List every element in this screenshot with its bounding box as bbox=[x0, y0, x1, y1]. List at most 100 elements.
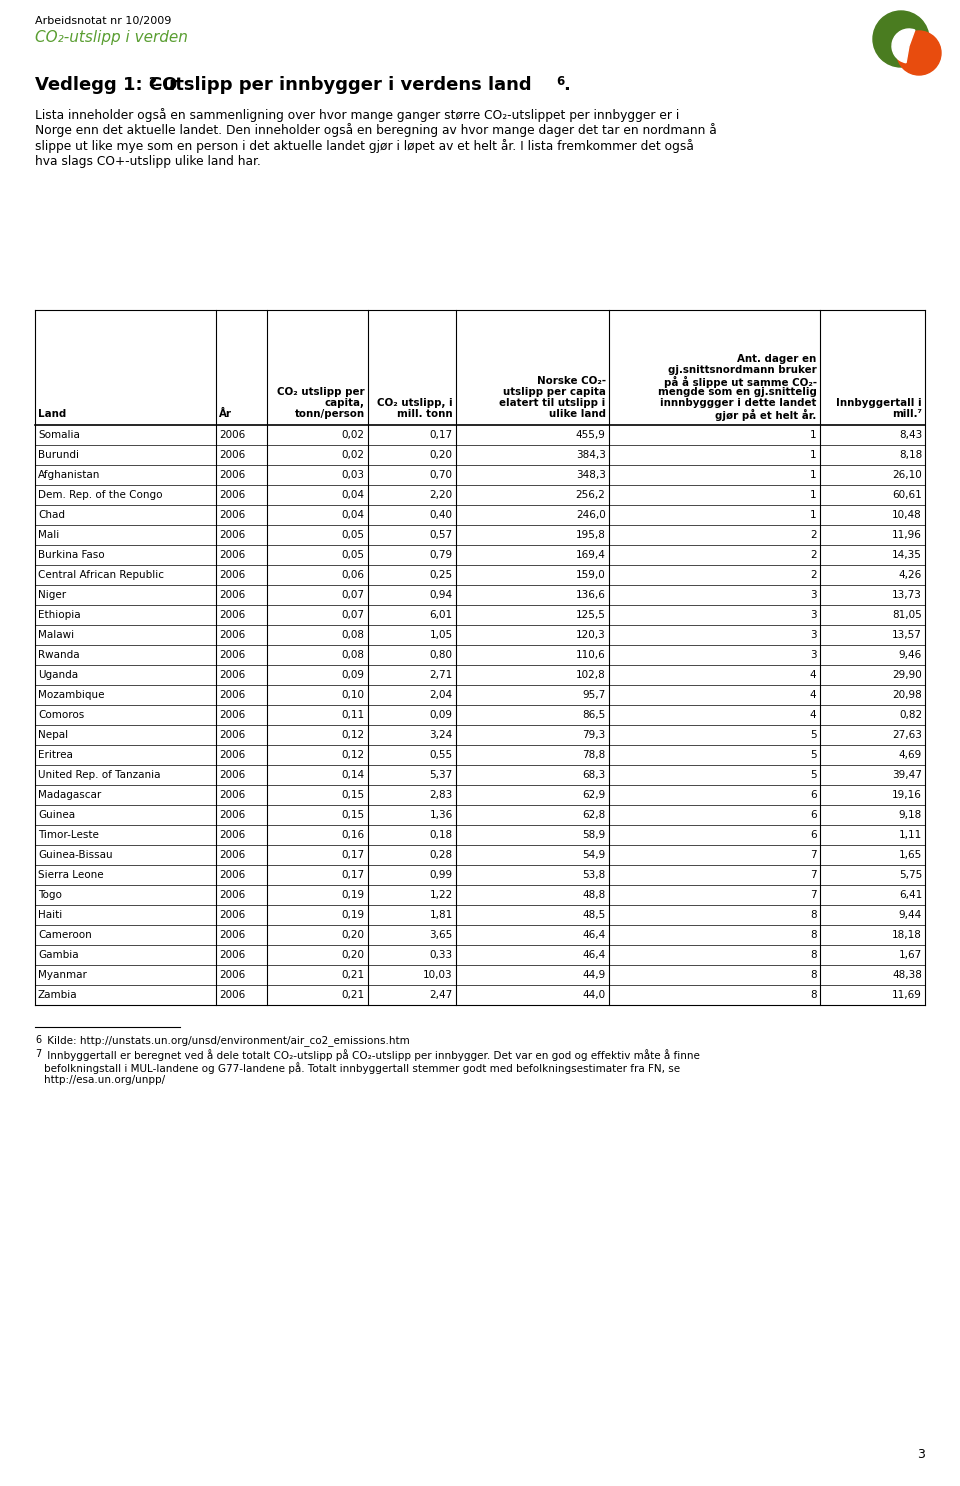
Text: 125,5: 125,5 bbox=[576, 609, 606, 620]
Text: Guinea-Bissau: Guinea-Bissau bbox=[38, 850, 112, 860]
Text: 246,0: 246,0 bbox=[576, 510, 606, 520]
Text: Guinea: Guinea bbox=[38, 810, 75, 820]
Text: 48,38: 48,38 bbox=[892, 970, 922, 979]
Text: 0,09: 0,09 bbox=[342, 670, 365, 681]
Text: hva slags CO+-utslipp ulike land har.: hva slags CO+-utslipp ulike land har. bbox=[35, 155, 261, 168]
Wedge shape bbox=[892, 30, 915, 62]
Text: 4: 4 bbox=[810, 690, 817, 700]
Text: 81,05: 81,05 bbox=[892, 609, 922, 620]
Text: http://esa.un.org/unpp/: http://esa.un.org/unpp/ bbox=[44, 1074, 165, 1085]
Text: 10,48: 10,48 bbox=[892, 510, 922, 520]
Text: 11,96: 11,96 bbox=[892, 531, 922, 539]
Text: 3,65: 3,65 bbox=[429, 930, 453, 941]
Text: 2006: 2006 bbox=[219, 429, 245, 440]
Text: 1,36: 1,36 bbox=[429, 810, 453, 820]
Text: Comoros: Comoros bbox=[38, 710, 84, 721]
Text: 4: 4 bbox=[810, 710, 817, 721]
Text: 4,69: 4,69 bbox=[899, 750, 922, 759]
Text: 0,11: 0,11 bbox=[342, 710, 365, 721]
Text: 384,3: 384,3 bbox=[576, 450, 606, 461]
Text: 10,03: 10,03 bbox=[423, 970, 453, 979]
Text: 3: 3 bbox=[810, 609, 817, 620]
Text: Ethiopia: Ethiopia bbox=[38, 609, 81, 620]
Text: 0,21: 0,21 bbox=[342, 990, 365, 1000]
Text: Kilde: http://unstats.un.org/unsd/environment/air_co2_emissions.htm: Kilde: http://unstats.un.org/unsd/enviro… bbox=[44, 1036, 410, 1046]
Text: 1,22: 1,22 bbox=[429, 890, 453, 901]
Text: Nepal: Nepal bbox=[38, 730, 68, 740]
Text: 2006: 2006 bbox=[219, 670, 245, 681]
Text: gj.snittsnordmann bruker: gj.snittsnordmann bruker bbox=[668, 366, 817, 374]
Text: 9,46: 9,46 bbox=[899, 649, 922, 660]
Text: 0,80: 0,80 bbox=[430, 649, 453, 660]
Text: 1,11: 1,11 bbox=[899, 831, 922, 840]
Text: 455,9: 455,9 bbox=[576, 429, 606, 440]
Text: 0,25: 0,25 bbox=[430, 571, 453, 580]
Text: 2006: 2006 bbox=[219, 770, 245, 780]
Text: 0,07: 0,07 bbox=[342, 609, 365, 620]
Text: 0,02: 0,02 bbox=[342, 450, 365, 461]
Text: 0,12: 0,12 bbox=[342, 750, 365, 759]
Text: .: . bbox=[563, 76, 570, 94]
Text: 0,17: 0,17 bbox=[342, 850, 365, 860]
Text: 4,26: 4,26 bbox=[899, 571, 922, 580]
Text: ulike land: ulike land bbox=[548, 409, 606, 419]
Text: 7: 7 bbox=[810, 869, 817, 880]
Text: mengde som en gj.snittelig: mengde som en gj.snittelig bbox=[658, 386, 817, 397]
Text: 0,20: 0,20 bbox=[342, 930, 365, 941]
Text: Innbyggertall i: Innbyggertall i bbox=[836, 398, 922, 409]
Text: 2006: 2006 bbox=[219, 750, 245, 759]
Text: 6: 6 bbox=[35, 1036, 41, 1045]
Text: 48,5: 48,5 bbox=[583, 909, 606, 920]
Text: 2006: 2006 bbox=[219, 970, 245, 979]
Text: 6,01: 6,01 bbox=[430, 609, 453, 620]
Text: 8,18: 8,18 bbox=[899, 450, 922, 461]
Text: Sierra Leone: Sierra Leone bbox=[38, 869, 104, 880]
Text: 2006: 2006 bbox=[219, 490, 245, 499]
Text: elatert til utslipp i: elatert til utslipp i bbox=[499, 398, 606, 409]
Text: 120,3: 120,3 bbox=[576, 630, 606, 640]
Text: Timor-Leste: Timor-Leste bbox=[38, 831, 99, 840]
Text: 5,75: 5,75 bbox=[899, 869, 922, 880]
Text: 5: 5 bbox=[810, 750, 817, 759]
Text: 1,81: 1,81 bbox=[429, 909, 453, 920]
Text: 78,8: 78,8 bbox=[583, 750, 606, 759]
Text: 13,57: 13,57 bbox=[892, 630, 922, 640]
Text: 79,3: 79,3 bbox=[583, 730, 606, 740]
Text: Zambia: Zambia bbox=[38, 990, 78, 1000]
Text: 2,47: 2,47 bbox=[429, 990, 453, 1000]
Text: Vedlegg 1: CO: Vedlegg 1: CO bbox=[35, 76, 178, 94]
Text: Malawi: Malawi bbox=[38, 630, 74, 640]
Text: mill. tonn: mill. tonn bbox=[397, 409, 453, 419]
Text: 62,8: 62,8 bbox=[583, 810, 606, 820]
Text: 4: 4 bbox=[810, 670, 817, 681]
Text: 2006: 2006 bbox=[219, 550, 245, 560]
Text: 2006: 2006 bbox=[219, 510, 245, 520]
Text: 0,40: 0,40 bbox=[430, 510, 453, 520]
Text: 0,21: 0,21 bbox=[342, 970, 365, 979]
Text: 8: 8 bbox=[810, 930, 817, 941]
Text: CO₂-utslipp i verden: CO₂-utslipp i verden bbox=[35, 30, 188, 45]
Text: 1,65: 1,65 bbox=[899, 850, 922, 860]
Text: 86,5: 86,5 bbox=[583, 710, 606, 721]
Text: på å slippe ut samme CO₂-: på å slippe ut samme CO₂- bbox=[663, 376, 817, 388]
Text: 1: 1 bbox=[810, 470, 817, 480]
Text: 0,05: 0,05 bbox=[342, 531, 365, 539]
Text: 6,41: 6,41 bbox=[899, 890, 922, 901]
Text: 2006: 2006 bbox=[219, 590, 245, 600]
Text: 1: 1 bbox=[810, 450, 817, 461]
Text: Eritrea: Eritrea bbox=[38, 750, 73, 759]
Text: innnbyggger i dette landet: innnbyggger i dette landet bbox=[660, 398, 817, 409]
Text: 2006: 2006 bbox=[219, 930, 245, 941]
Text: 0,04: 0,04 bbox=[342, 490, 365, 499]
Text: 1: 1 bbox=[810, 510, 817, 520]
Text: Burkina Faso: Burkina Faso bbox=[38, 550, 105, 560]
Text: 0,16: 0,16 bbox=[342, 831, 365, 840]
Text: 0,17: 0,17 bbox=[430, 429, 453, 440]
Text: mill.⁷: mill.⁷ bbox=[892, 409, 922, 419]
Text: Innbyggertall er beregnet ved å dele totalt CO₂-utslipp på CO₂-utslipp per innby: Innbyggertall er beregnet ved å dele tot… bbox=[44, 1049, 700, 1061]
Text: 2,04: 2,04 bbox=[430, 690, 453, 700]
Text: CO₂ utslipp per: CO₂ utslipp per bbox=[276, 386, 365, 397]
Text: 6: 6 bbox=[810, 831, 817, 840]
Text: 2006: 2006 bbox=[219, 990, 245, 1000]
Text: 2: 2 bbox=[810, 550, 817, 560]
